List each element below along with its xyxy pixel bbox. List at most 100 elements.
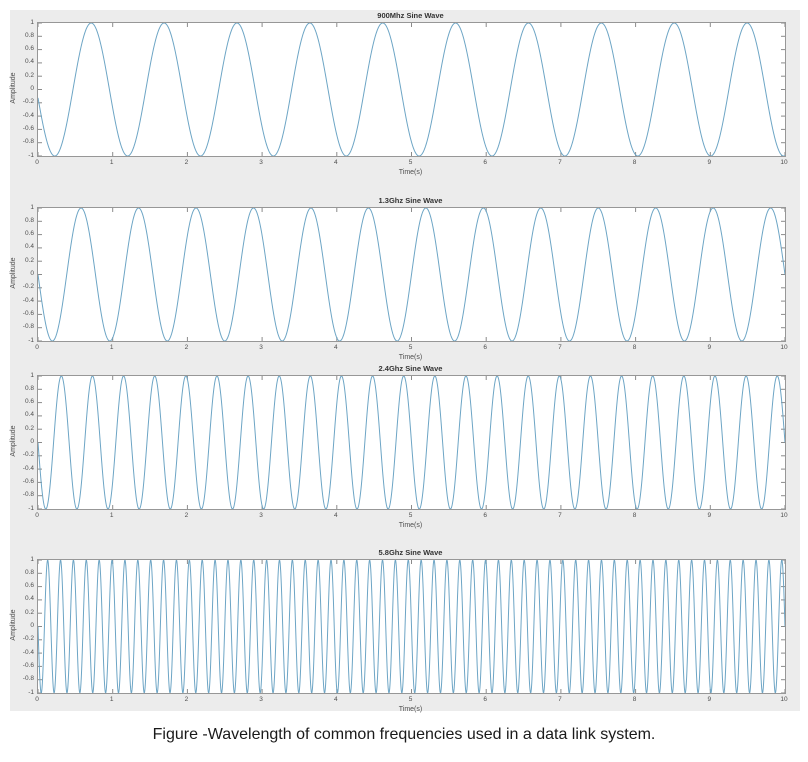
x-tick-label: 5 [408,159,413,166]
y-tick-label: 0.6 [24,582,34,590]
x-tick-label: 8 [632,512,637,519]
x-tick-label: 4 [333,159,338,166]
y-tick-label: 0.6 [24,398,34,406]
y-tick-label: 0 [30,85,34,92]
y-tick-label: 1 [30,555,34,563]
y-tick-label: 1 [30,371,34,379]
y-tick-label: 0.8 [24,568,34,576]
x-tick-label: 3 [259,159,263,166]
y-tick-label: 0.4 [24,595,34,603]
sine-wave-line [38,208,785,341]
y-tick-label: -1 [28,688,34,696]
y-tick-label: 0.2 [24,71,34,79]
y-tick-label: -0.4 [22,464,34,472]
x-tick-label: 8 [632,696,637,703]
x-tick-label: 2 [184,159,189,166]
x-tick-label: 0 [35,344,39,351]
y-tick-label: 0 [30,622,34,629]
x-tick-label: 5 [408,696,413,703]
x-tick-label: 0 [35,159,39,166]
x-tick-label: 7 [558,344,562,351]
x-tick-label: 10 [780,159,788,166]
sine-wave-svg [38,208,785,341]
sine-wave-line [38,23,785,156]
x-tick-label: 6 [483,159,487,166]
subplot-title: 900Mhz Sine Wave [377,11,444,20]
plot-area [37,22,786,157]
x-axis-label: Time(s) [398,706,423,713]
y-tick-label: 1 [30,203,34,211]
y-tick-label: 0.6 [24,230,34,238]
y-tick-label: -1 [28,504,34,512]
y-tick-label: -1 [28,151,34,159]
y-tick-label: 0.8 [24,31,34,39]
y-tick-label: -0.6 [22,477,34,485]
x-tick-label: 8 [632,159,637,166]
y-tick-label: -0.8 [22,491,34,499]
sine-wave-line [38,560,785,693]
subplot-title: 1.3Ghz Sine Wave [378,196,443,205]
x-tick-label: 7 [558,696,562,703]
y-tick-label: -0.4 [22,111,34,119]
x-tick-label: 2 [184,512,189,519]
subplot-title: 2.4Ghz Sine Wave [378,364,443,373]
y-tick-label: -0.2 [22,451,34,459]
y-tick-label: -0.4 [22,648,34,656]
x-tick-label: 3 [259,696,263,703]
x-axis-label: Time(s) [398,169,423,176]
x-axis-label: Time(s) [398,354,423,361]
y-tick-label: 0.2 [24,256,34,264]
x-tick-label: 7 [558,512,562,519]
x-tick-label: 1 [109,159,114,166]
subplot-1-3ghz: 1.3Ghz Sine Wave Amplitude Time(s) -1 -0.… [10,195,800,367]
x-tick-label: 10 [780,344,788,351]
y-tick-label: 1 [30,18,34,26]
x-tick-label: 3 [259,344,263,351]
y-tick-label: -0.4 [22,296,34,304]
plot-area [37,559,786,694]
x-tick-label: 3 [259,512,263,519]
y-tick-label: -0.8 [22,675,34,683]
x-tick-label: 5 [408,512,413,519]
y-tick-label: -0.6 [22,124,34,132]
x-tick-label: 10 [780,696,788,703]
plot-area [37,375,786,510]
y-tick-label: 0 [30,438,34,445]
x-tick-label: 2 [184,696,189,703]
x-tick-label: 9 [707,512,712,519]
y-tick-label: 0.4 [24,243,34,251]
x-tick-label: 0 [35,512,39,519]
y-tick-label: -0.6 [22,309,34,317]
y-tick-label: -1 [28,336,34,344]
x-tick-label: 6 [483,344,487,351]
sine-wave-svg [38,560,785,693]
sine-wave-line [38,376,785,509]
x-tick-label: 6 [483,512,487,519]
figure-caption: Figure -Wavelength of common frequencies… [152,726,656,743]
x-tick-label: 9 [707,696,712,703]
x-tick-label: 1 [109,696,114,703]
x-tick-label: 2 [184,344,189,351]
x-tick-label: 4 [333,696,338,703]
y-tick-label: 0.4 [24,58,34,66]
y-tick-label: 0.2 [24,424,34,432]
y-tick-label: 0.8 [24,384,34,392]
x-tick-label: 4 [333,344,338,351]
sine-wave-svg [38,376,785,509]
y-tick-label: -0.8 [22,138,34,146]
plot-area [37,207,786,342]
sine-wave-svg [38,23,785,156]
y-tick-label: 0.4 [24,411,34,419]
x-tick-label: 7 [558,159,562,166]
x-tick-label: 1 [109,512,114,519]
x-tick-label: 1 [109,344,114,351]
x-tick-label: 5 [408,344,413,351]
x-tick-label: 9 [707,159,712,166]
y-tick-label: 0 [30,270,34,277]
x-tick-label: 4 [333,512,338,519]
y-tick-label: 0.6 [24,45,34,53]
subplot-title: 5.8Ghz Sine Wave [378,548,443,557]
x-tick-label: 10 [780,512,788,519]
y-tick-label: -0.2 [22,635,34,643]
